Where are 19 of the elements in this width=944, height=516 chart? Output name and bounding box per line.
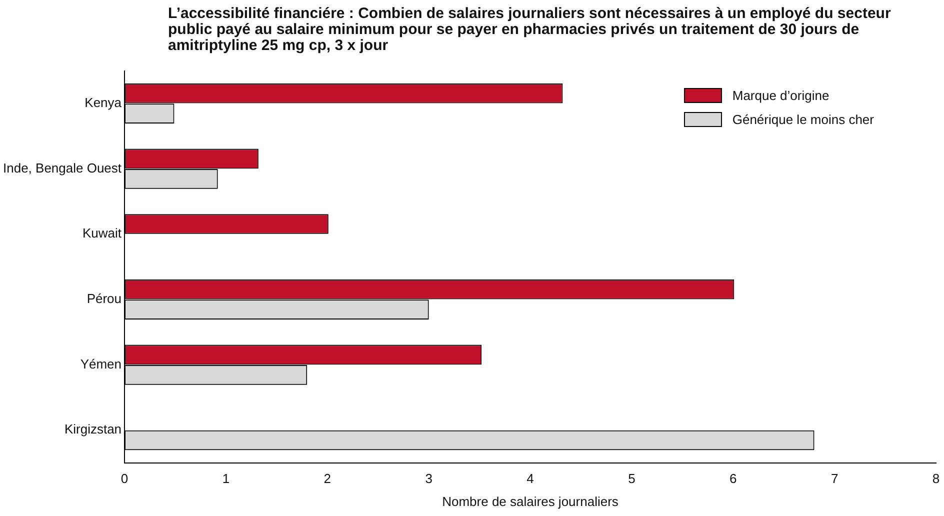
y-tick-label: Inde, Bengale Ouest (3, 160, 122, 176)
y-tick-label: Kenya (84, 95, 122, 110)
x-axis-title: Nombre de salaires journaliers (442, 494, 619, 509)
y-tick-label: Kuwait (82, 226, 122, 241)
x-tick-label: 7 (830, 471, 838, 486)
y-tick-label: Pérou (86, 291, 122, 306)
chart-title: L’accessibilité financiére : Combien de salaires journaliers sont nécessaires à un employé du secteur public payé au salaire minimum pour se payer en pharmacies privés un traitement de 30 jours de amitriptyline 25 mg cp, 3 x jour (168, 5, 892, 54)
x-tick-label: 2 (324, 471, 332, 486)
y-tick-label: Yémen (80, 356, 122, 372)
x-tick-label: 4 (526, 471, 534, 486)
x-tick-label: 3 (425, 471, 432, 486)
x-tick-label: 6 (730, 471, 737, 486)
x-tick-label: 1 (222, 471, 230, 486)
y-tick-label: Kirgizstan (64, 422, 122, 437)
legend-label: Marque d’origine (732, 88, 830, 103)
legend-label: Générique le moins cher (732, 112, 874, 127)
x-tick-label: 5 (628, 471, 636, 486)
x-tick-label: 0 (120, 471, 128, 486)
x-tick-label: 8 (932, 471, 940, 486)
